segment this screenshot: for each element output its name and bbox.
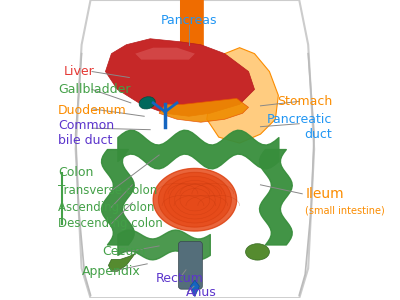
Polygon shape xyxy=(175,184,215,215)
Polygon shape xyxy=(164,176,226,223)
Text: Anus: Anus xyxy=(186,286,217,299)
FancyBboxPatch shape xyxy=(178,242,202,289)
Text: Transverse colon: Transverse colon xyxy=(58,184,157,197)
FancyBboxPatch shape xyxy=(180,0,204,57)
Polygon shape xyxy=(169,181,220,219)
Polygon shape xyxy=(108,254,135,271)
Polygon shape xyxy=(159,98,248,122)
Text: Liver: Liver xyxy=(64,65,94,78)
Text: Descending colon: Descending colon xyxy=(58,217,162,230)
Text: (small intestine): (small intestine) xyxy=(305,205,385,215)
Text: Cecum: Cecum xyxy=(102,245,146,258)
Polygon shape xyxy=(207,48,278,143)
Polygon shape xyxy=(153,168,237,231)
Text: Rectum: Rectum xyxy=(156,272,204,285)
Text: Gallbladder: Gallbladder xyxy=(58,83,130,96)
Text: Duodenum: Duodenum xyxy=(58,104,126,117)
Polygon shape xyxy=(135,48,195,60)
Text: Pancreas: Pancreas xyxy=(161,14,217,27)
Text: Colon: Colon xyxy=(58,167,93,179)
Text: Pancreatic
duct: Pancreatic duct xyxy=(267,113,332,141)
Ellipse shape xyxy=(246,244,270,260)
Polygon shape xyxy=(180,189,210,211)
Ellipse shape xyxy=(139,97,155,109)
Text: Appendix: Appendix xyxy=(82,265,140,278)
Text: Common
bile duct: Common bile duct xyxy=(58,119,114,147)
Polygon shape xyxy=(106,39,254,116)
Text: Stomach: Stomach xyxy=(277,95,332,108)
Polygon shape xyxy=(190,280,199,297)
Text: Ileum: Ileum xyxy=(305,187,344,201)
Polygon shape xyxy=(158,172,231,227)
Text: Ascending colon: Ascending colon xyxy=(58,201,154,214)
